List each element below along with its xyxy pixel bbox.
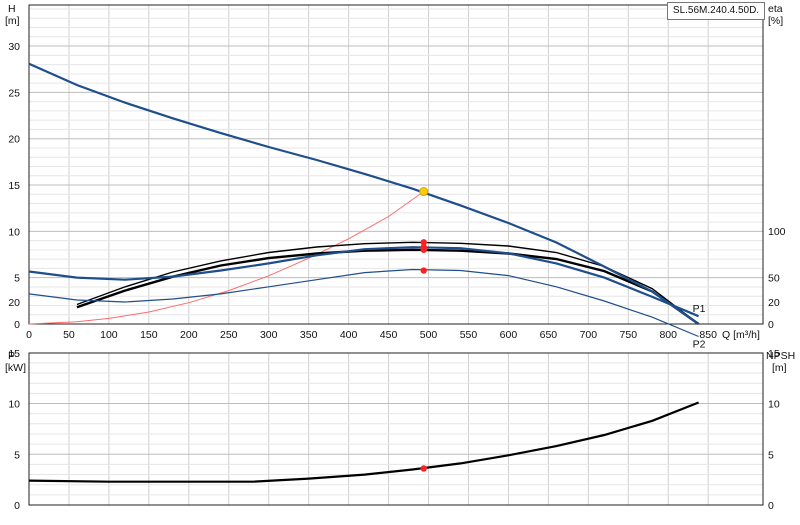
head-tick-label: 20 bbox=[8, 134, 20, 146]
eta-axis-label: eta bbox=[768, 3, 783, 15]
x-tick-label: 400 bbox=[340, 329, 358, 341]
duty-P2-point bbox=[420, 267, 427, 274]
head-tick-label: 15 bbox=[8, 180, 20, 192]
efficiency-curve-outer-line bbox=[76, 241, 700, 325]
npsh-tick-label: 10 bbox=[768, 399, 780, 411]
npsh-axis-tick-labels: 0 5 10 15 20 bbox=[768, 297, 780, 512]
head-tick-label: 5 bbox=[14, 273, 20, 285]
x-tick-label: 700 bbox=[580, 329, 598, 341]
duty-head-point bbox=[419, 187, 429, 197]
x-tick-label: 500 bbox=[420, 329, 438, 341]
x-tick-label: 200 bbox=[180, 329, 198, 341]
eta-tick-label: 100 bbox=[768, 226, 786, 238]
series-label-p1: P1 bbox=[693, 303, 706, 315]
duty-npsh-point bbox=[420, 465, 427, 472]
power-p1-line bbox=[28, 246, 700, 318]
npsh-curve-line bbox=[28, 401, 700, 483]
x-tick-label: 350 bbox=[300, 329, 318, 341]
power-tick-label: 20 bbox=[8, 297, 20, 309]
x-tick-label: 800 bbox=[659, 329, 677, 341]
head-tick-label: 10 bbox=[8, 226, 20, 238]
pump-model-label: SL.56M.240.4.50D. bbox=[667, 2, 765, 20]
x-axis-tick-labels: 0 50 100 150 200 250 300 350 400 450 500 550 600 650 7… bbox=[26, 329, 717, 341]
head-axis-tick-labels: 0 5 10 15 20 25 30 bbox=[8, 41, 20, 331]
x-tick-label: 650 bbox=[540, 329, 558, 341]
eta-axis-unit: [%] bbox=[768, 15, 783, 27]
duty-P1-point bbox=[420, 243, 427, 251]
npsh-tick-label: 15 bbox=[768, 348, 780, 360]
head-curve-line bbox=[28, 62, 700, 325]
npsh-tick-label: 5 bbox=[768, 449, 774, 461]
npsh-axis-label: NPSH bbox=[766, 350, 795, 362]
npsh-tick-label: 0 bbox=[768, 500, 774, 512]
head-tick-label: 0 bbox=[14, 319, 20, 331]
performance-grid bbox=[28, 5, 763, 325]
x-tick-label: 550 bbox=[460, 329, 478, 341]
power-grid bbox=[28, 353, 763, 506]
x-axis-label: Q [m³/h] bbox=[722, 329, 760, 341]
duty-eta-outer-point bbox=[420, 239, 427, 246]
power-tick-label: 0 bbox=[14, 500, 20, 512]
x-tick-label: 250 bbox=[220, 329, 238, 341]
power-p2-line bbox=[28, 268, 699, 338]
x-tick-label: 850 bbox=[699, 329, 717, 341]
power-axis-tick-labels: 0 5 10 15 20 bbox=[8, 297, 20, 512]
x-tick-label: 50 bbox=[63, 329, 75, 341]
power-tick-label: 5 bbox=[14, 449, 20, 461]
x-tick-label: 750 bbox=[620, 329, 638, 341]
system-curve-line bbox=[28, 191, 424, 325]
head-axis-label: H bbox=[8, 3, 16, 15]
x-tick-label: 600 bbox=[500, 329, 518, 341]
eta-tick-label: 50 bbox=[768, 273, 780, 285]
power-axis-label: P bbox=[8, 350, 15, 362]
npsh-axis-unit: [m] bbox=[772, 362, 787, 374]
power-tick-label: 15 bbox=[8, 348, 20, 360]
eta-axis-tick-labels: 0 50 100 bbox=[768, 226, 786, 331]
eta-tick-label: 0 bbox=[768, 319, 774, 331]
head-tick-label: 30 bbox=[8, 41, 20, 53]
performance-plot-frame bbox=[28, 4, 764, 325]
x-tick-label: 0 bbox=[26, 329, 32, 341]
head-axis-unit: [m] bbox=[5, 15, 20, 27]
x-tick-label: 300 bbox=[260, 329, 278, 341]
head-tick-label: 25 bbox=[8, 87, 20, 99]
power-tick-label: 10 bbox=[8, 399, 20, 411]
x-tick-label: 450 bbox=[380, 329, 398, 341]
npsh-tick-label: 20 bbox=[768, 297, 780, 309]
series-label-p2: P2 bbox=[693, 339, 706, 351]
x-tick-label: 150 bbox=[140, 329, 158, 341]
power-axis-unit: [kW] bbox=[5, 362, 26, 374]
power-plot-frame bbox=[28, 352, 764, 506]
x-tick-label: 100 bbox=[100, 329, 118, 341]
